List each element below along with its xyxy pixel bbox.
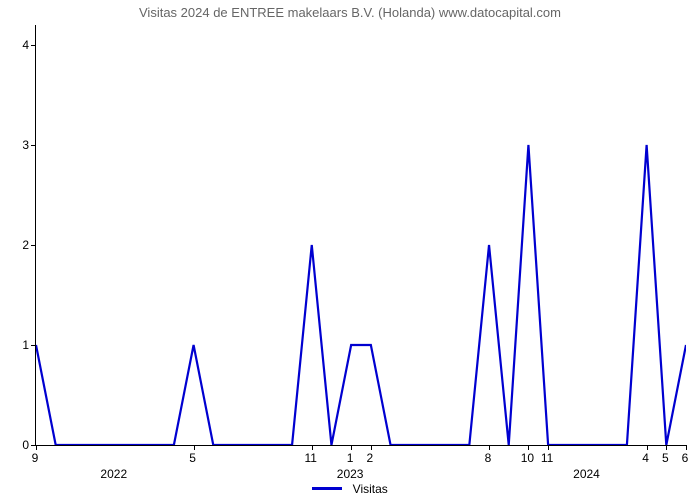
x-year-label: 2023 [337, 467, 364, 481]
x-tick-label: 9 [32, 451, 39, 465]
x-tick-label: 2 [367, 451, 374, 465]
x-tick-label: 11 [541, 451, 553, 465]
x-tick-label: 10 [521, 451, 534, 465]
x-tick-label: 5 [662, 451, 669, 465]
x-tick-label: 1 [347, 451, 354, 465]
plot-area [35, 25, 686, 446]
x-year-label: 2022 [100, 467, 127, 481]
x-year-label: 2024 [573, 467, 600, 481]
line-path [36, 25, 686, 445]
y-tick-label: 4 [22, 38, 29, 52]
legend-swatch [312, 487, 342, 490]
x-tick-label: 5 [189, 451, 196, 465]
y-tick-label: 0 [22, 438, 29, 452]
y-tick-label: 2 [22, 238, 29, 252]
x-tick-label: 4 [642, 451, 649, 465]
x-tick-label: 8 [485, 451, 492, 465]
x-tick-label: 6 [682, 451, 689, 465]
chart-container: Visitas 2024 de ENTREE makelaars B.V. (H… [0, 0, 700, 500]
y-tick-label: 1 [22, 338, 29, 352]
legend-label: Visitas [353, 482, 388, 496]
chart-title: Visitas 2024 de ENTREE makelaars B.V. (H… [0, 5, 700, 20]
x-tick-label: 11 [305, 451, 317, 465]
y-tick-label: 3 [22, 138, 29, 152]
legend: Visitas [0, 480, 700, 498]
